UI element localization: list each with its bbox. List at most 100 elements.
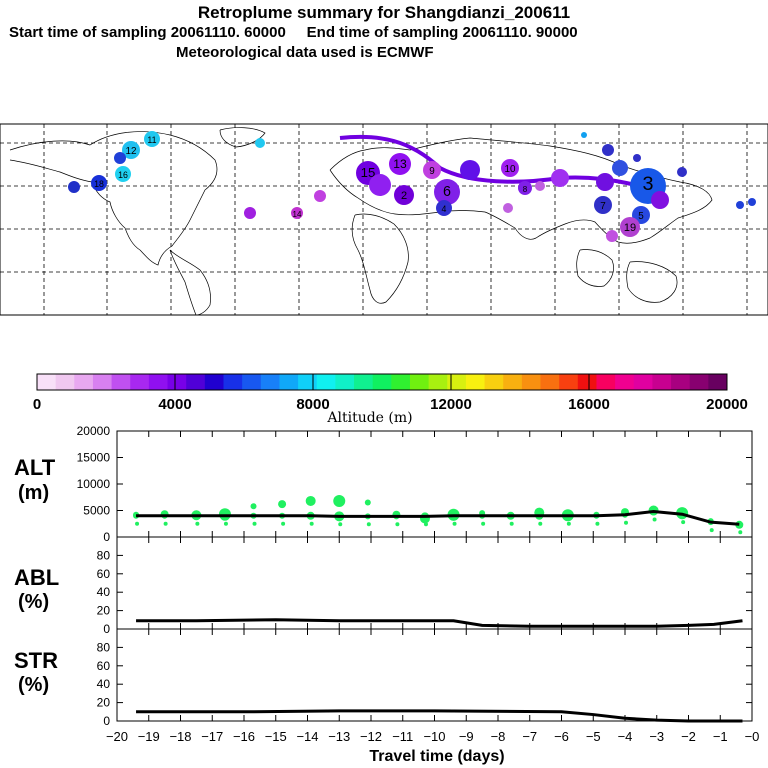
colorbar-cell xyxy=(671,374,691,390)
map-marker: 18 xyxy=(91,175,107,191)
median-line-str xyxy=(136,709,743,723)
alt-scatter-point xyxy=(566,521,571,526)
alt-scatter-point xyxy=(652,517,657,522)
alt-scatter-point xyxy=(624,520,628,525)
x-tick-label: −10 xyxy=(423,729,445,744)
map-marker: 6 xyxy=(434,179,460,205)
map-plume-blob xyxy=(612,160,628,176)
panel-frame-alt xyxy=(116,430,753,538)
colorbar-cell xyxy=(633,374,653,390)
colorbar-cell xyxy=(279,374,299,390)
x-tick-label: −4 xyxy=(618,729,633,744)
map-marker: 2 xyxy=(394,185,414,205)
alt-scatter-point xyxy=(309,521,314,526)
map-plume-blob xyxy=(369,174,391,196)
colorbar-cell xyxy=(260,374,280,390)
map-marker: 19 xyxy=(620,217,640,237)
map-marker: 11 xyxy=(144,131,160,147)
abl-panel-label-1: ABL xyxy=(14,565,60,590)
y-tick-label: 0 xyxy=(103,622,110,636)
median-line-abl xyxy=(136,618,743,628)
x-tick-label: −17 xyxy=(201,729,223,744)
str-panel-label-2: (%) xyxy=(18,674,50,696)
y-tick-label: 0 xyxy=(103,530,110,544)
map-marker-label: 5 xyxy=(638,211,644,222)
alt-scatter-point xyxy=(366,522,371,527)
map-marker: 9 xyxy=(423,161,441,179)
alt-scatter-point xyxy=(738,530,743,535)
map-plume-blob xyxy=(255,138,265,148)
alt-scatter-point xyxy=(595,521,600,526)
y-tick-label: 5000 xyxy=(83,504,110,518)
colorbar-cell xyxy=(689,374,709,390)
sampling-times: Start time of sampling 20061110. 60000 E… xyxy=(9,24,578,41)
figure-title: Retroplume summary for Shangdianzi_20061… xyxy=(197,3,571,22)
alt-scatter-point xyxy=(223,521,228,526)
colorbar-cell xyxy=(111,374,131,390)
map-plume-blob xyxy=(68,181,80,193)
colorbar-tick-label: 8000 xyxy=(296,396,329,413)
colorbar-cell xyxy=(577,374,597,390)
colorbar-cell xyxy=(652,374,672,390)
colorbar-tick-label: 4000 xyxy=(158,396,191,413)
alt-scatter-point xyxy=(252,521,257,526)
colorbar-cell xyxy=(409,374,430,390)
colorbar-cell xyxy=(465,374,486,390)
map-marker-label: 4 xyxy=(442,204,447,214)
colorbar-cell xyxy=(354,374,374,390)
map-marker-label: 10 xyxy=(505,164,516,175)
colorbar-cell xyxy=(298,374,318,390)
x-tick-label: −20 xyxy=(106,729,128,744)
y-tick-label: 80 xyxy=(97,640,111,654)
map-marker: 7 xyxy=(594,196,612,214)
colorbar-axis-label: Altitude (m) xyxy=(326,410,412,426)
alt-scatter-point xyxy=(681,520,686,525)
y-tick-label: 40 xyxy=(97,585,111,599)
map-plume-blob xyxy=(503,203,513,213)
map-marker-label: 9 xyxy=(429,166,435,177)
map-plume-blob xyxy=(596,173,614,191)
map-marker-label: 3 xyxy=(642,173,653,195)
x-tick-label: −0 xyxy=(745,729,760,744)
alt-scatter-point xyxy=(305,495,316,506)
colorbar-cell xyxy=(148,374,169,390)
map-marker-label: 19 xyxy=(624,222,636,234)
x-tick-label: −2 xyxy=(681,729,696,744)
colorbar-cell xyxy=(92,374,113,390)
map-marker: 10 xyxy=(501,159,519,177)
y-tick-label: 15000 xyxy=(77,451,111,465)
colorbar-cell xyxy=(615,374,635,390)
colorbar-cell xyxy=(74,374,94,390)
abl-panel-label-2: (%) xyxy=(18,591,50,613)
map-plume-blob xyxy=(551,169,569,187)
x-axis-label: Travel time (days) xyxy=(369,748,505,765)
map-marker-label: 18 xyxy=(94,179,104,189)
y-tick-label: 10000 xyxy=(77,477,111,491)
alt-scatter-point xyxy=(509,521,514,526)
alt-scatter-point xyxy=(163,521,168,526)
alt-scatter-point xyxy=(395,522,400,527)
x-tick-label: −5 xyxy=(586,729,601,744)
altitude-colorbar: 0 4000 8000 12000 16000 20000 Altitude (m) xyxy=(33,373,748,426)
map-plume-blob xyxy=(460,160,480,180)
colorbar-cell xyxy=(316,374,336,390)
colorbar-cell xyxy=(130,374,150,390)
map-plume-blob xyxy=(602,144,614,156)
map-marker-label: 14 xyxy=(293,210,302,219)
map-marker-label: 15 xyxy=(361,165,376,180)
alt-scatter-point xyxy=(538,521,543,526)
alt-scatter-point xyxy=(278,500,287,509)
colorbar-tick-label: 20000 xyxy=(706,396,748,413)
map-marker-label: 6 xyxy=(443,184,451,200)
colorbar-cell xyxy=(391,374,411,390)
colorbar-tick-label: 12000 xyxy=(430,396,472,413)
panel-frame-abl xyxy=(116,536,753,630)
plume-markers: 11 12 16 15 13 6 2 3 4 5 7 8 9 10 14 18 19 xyxy=(68,131,756,242)
median-line-alt xyxy=(136,510,740,526)
colorbar-cell xyxy=(484,374,504,390)
alt-scatter-point xyxy=(281,521,286,526)
map-plume-blob xyxy=(736,201,744,209)
